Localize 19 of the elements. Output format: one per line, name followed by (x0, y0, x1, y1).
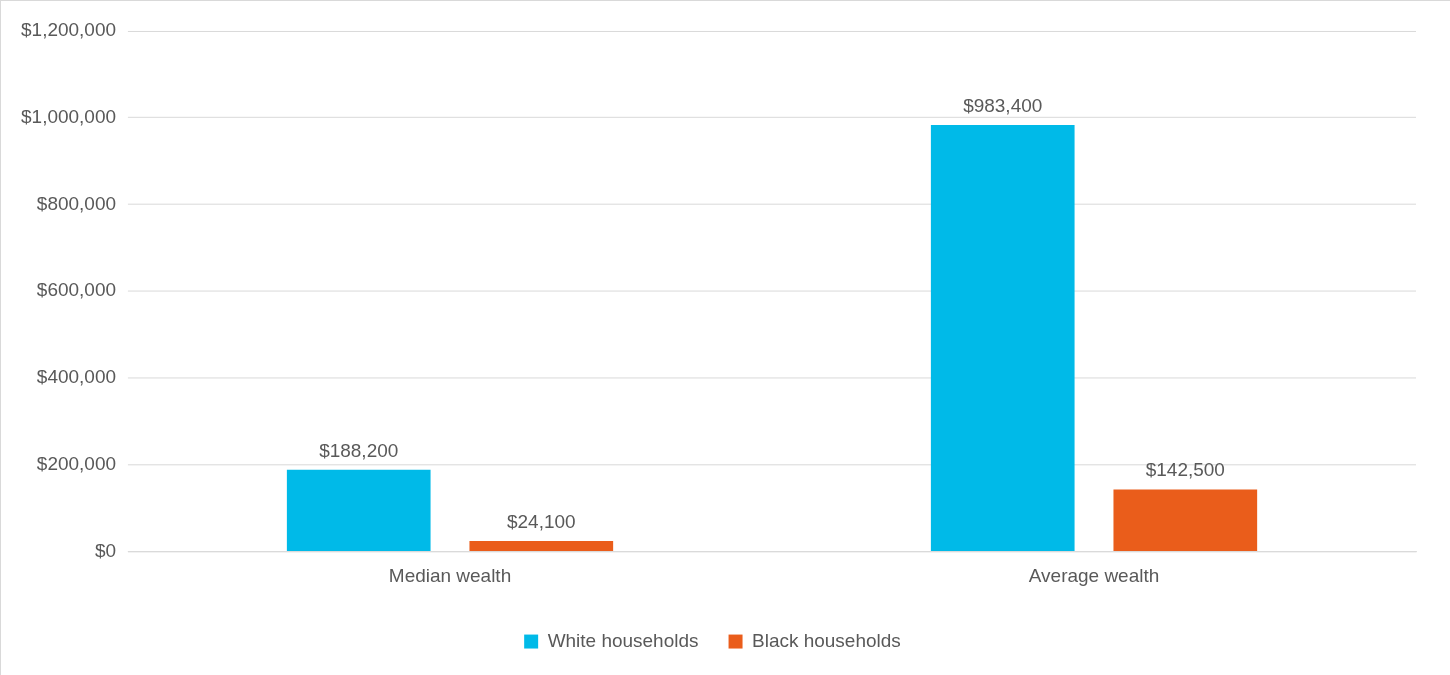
y-tick-label: $1,000,000 (21, 105, 117, 127)
y-tick-label: $600,000 (36, 279, 117, 301)
legend-label: White households (547, 629, 699, 651)
y-tick-label: $1,200,000 (21, 19, 117, 41)
y-tick-label: $400,000 (36, 366, 117, 388)
legend-label: Black households (752, 629, 901, 651)
bar (1113, 489, 1258, 551)
y-tick-label: $0 (94, 539, 117, 561)
data-label: $188,200 (319, 439, 399, 461)
x-tick-label: Average wealth (1028, 564, 1160, 586)
x-tick-label: Median wealth (388, 564, 512, 586)
data-label: $142,500 (1145, 459, 1225, 481)
data-label: $24,100 (507, 510, 576, 532)
bar (930, 124, 1075, 551)
bar (469, 540, 614, 551)
y-tick-label: $800,000 (36, 192, 117, 214)
bar (286, 469, 431, 551)
y-tick-label: $200,000 (36, 452, 117, 474)
data-label: $983,400 (963, 94, 1043, 116)
